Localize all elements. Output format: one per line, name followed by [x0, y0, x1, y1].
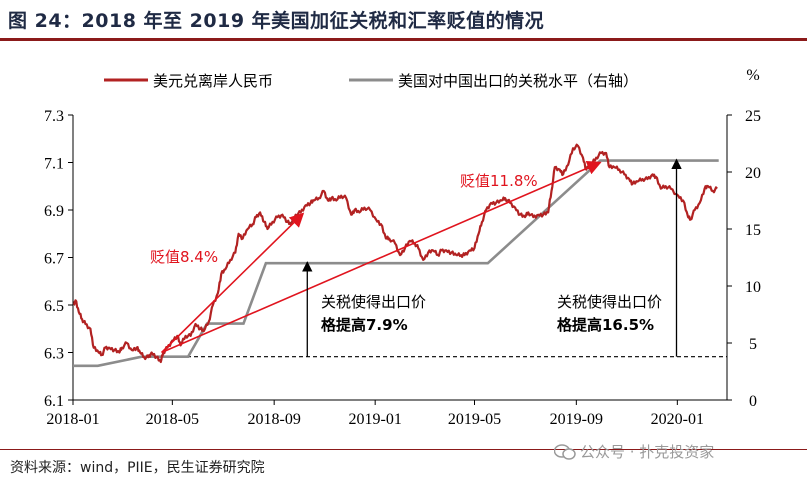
label-tariff-note-1-line2: 格提高7.9% [321, 316, 408, 334]
watermark-text: 公众号 · 扑克投资家 [580, 443, 715, 461]
title-divider [0, 38, 807, 41]
watermark: 公众号 · 扑克投资家 [554, 441, 714, 462]
y-left-tick-label: 6.7 [44, 251, 64, 268]
label-depreciation-2: 贬值11.8% [460, 172, 538, 190]
chart-canvas: 6.1 6.3 6.5 6.7 6.9 7.1 7.3 0 5 10 15 20 25% 2018-01 2… [44, 67, 761, 428]
x-tick-label: 2020-01 [651, 411, 704, 428]
y-right-tick-label: 5 [749, 336, 757, 353]
y-left-tick-label: 6.9 [44, 203, 64, 220]
y-left-tick-label: 7.3 [44, 108, 64, 125]
arrow-depreciation-1 [161, 212, 305, 354]
y-right-tick-label: 20 [745, 165, 761, 182]
y-right-tick-label: 15 [745, 222, 761, 239]
label-depreciation-1: 贬值8.4% [150, 248, 218, 266]
y-left-tick-label: 6.5 [44, 298, 64, 315]
x-tick-label: 2019-09 [550, 411, 603, 428]
x-tick-label: 2018-09 [248, 411, 301, 428]
y-right-tick-label: 0 [749, 393, 757, 410]
chart-title: 图 24：2018 年至 2019 年美国加征关税和汇率贬值的情况 [8, 10, 545, 32]
footer-divider [0, 449, 807, 450]
y-left-tick-label: 7.1 [44, 156, 64, 173]
y-left-tick-label: 6.3 [44, 346, 64, 363]
y-right-unit: % [746, 67, 759, 84]
x-tick-label: 2019-05 [448, 411, 501, 428]
wechat-icon [554, 444, 576, 460]
label-tariff-note-1-line1: 关税使得出口价 [321, 293, 426, 311]
legend-label-fx: 美元兑离岸人民币 [153, 72, 273, 90]
chart-legend: 美元兑离岸人民币 美国对中国出口的关税水平（右轴） [104, 72, 638, 90]
x-tick-label: 2018-05 [146, 411, 199, 428]
chart-ticks: 6.1 6.3 6.5 6.7 6.9 7.1 7.3 0 5 10 15 20 25% 2018-01 2… [44, 67, 761, 428]
chart-annotations: 贬值8.4%贬值11.8%关税使得出口价格提高7.9%关税使得出口价格提高16.… [150, 158, 682, 357]
legend-label-tariff: 美国对中国出口的关税水平（右轴） [398, 72, 638, 90]
label-tariff-note-2-line2: 格提高16.5% [557, 316, 654, 334]
label-tariff-note-2-line1: 关税使得出口价 [557, 293, 662, 311]
source-note: 资料来源：wind，PIIE，民生证券研究院 [10, 460, 265, 476]
arrow-depreciation-2 [161, 161, 602, 354]
y-right-tick-label: 10 [745, 279, 761, 296]
y-right-tick-label: 25 [745, 108, 761, 125]
y-left-tick-label: 6.1 [44, 393, 64, 410]
x-tick-label: 2019-01 [349, 411, 402, 428]
x-tick-label: 2018-01 [46, 411, 99, 428]
